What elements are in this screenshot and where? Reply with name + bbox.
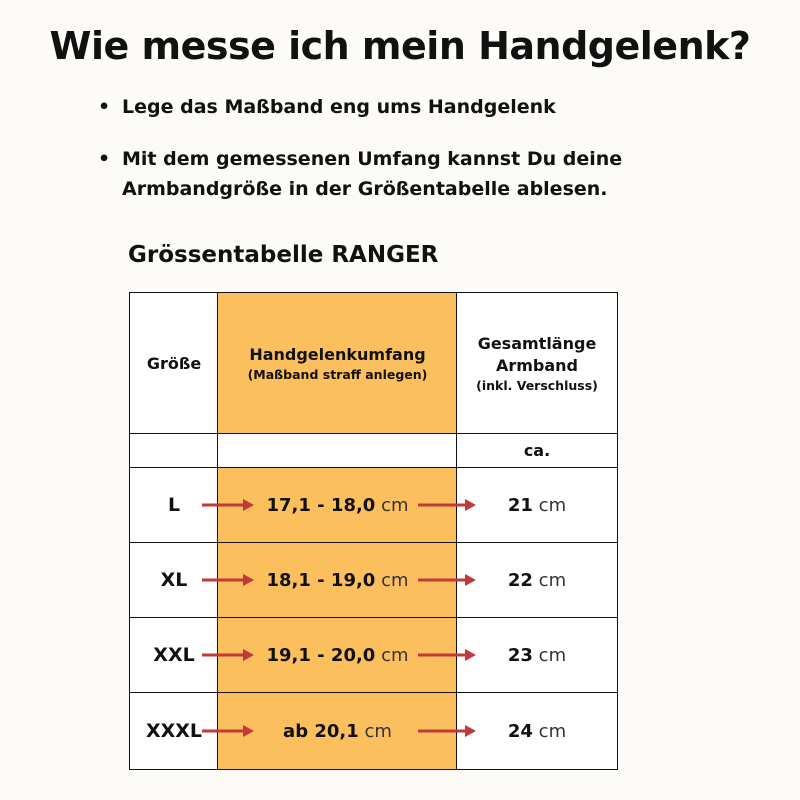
wrist-unit: cm (381, 644, 409, 666)
arrow-right-icon (418, 725, 476, 737)
length-unit: cm (538, 494, 567, 516)
subheader-wrist (217, 433, 458, 469)
size-table: Größe Handgelenkumfang (Maßband straff a… (129, 292, 618, 770)
header-wrist-note: (Maßband straff anlegen) (247, 366, 428, 382)
instruction-list: Lege das Maßband eng ums Handgelenk Mit … (98, 92, 738, 226)
arrow-right-icon (418, 499, 476, 511)
header-size-label: Größe (146, 353, 202, 373)
wrist-value: ab 20,1 (283, 720, 359, 742)
arrow-right-icon (202, 499, 254, 511)
arrow-right-icon (202, 574, 254, 586)
length-value: 22 (507, 569, 533, 591)
length-cell: 21 cm (456, 467, 618, 543)
wrist-unit: cm (364, 720, 392, 742)
wrist-cell: 18,1 - 19,0 cm (217, 542, 458, 618)
wrist-value: 18,1 - 19,0 (266, 569, 376, 591)
arrow-right-icon (418, 574, 476, 586)
size-label: L (167, 494, 181, 516)
arrow-right-icon (202, 649, 254, 661)
wrist-value: 19,1 - 20,0 (266, 644, 376, 666)
header-length-label: Gesamtlänge Armband (477, 333, 597, 375)
header-length: Gesamtlänge Armband (inkl. Verschluss) (456, 292, 618, 435)
size-label: XL (160, 569, 188, 591)
arrow-right-icon (418, 649, 476, 661)
arrow-right-icon (202, 725, 254, 737)
wrist-unit: cm (381, 494, 409, 516)
length-cell: 22 cm (456, 542, 618, 618)
size-cell: XXL (129, 617, 219, 693)
header-size: Größe (129, 292, 219, 435)
size-label: XXXL (145, 720, 203, 742)
size-label: XXL (153, 644, 195, 666)
header-wrist: Handgelenkumfang (Maßband straff anlegen… (217, 292, 458, 435)
wrist-value: 17,1 - 18,0 (266, 494, 376, 516)
length-value: 21 (507, 494, 533, 516)
subheader-length-label: ca. (523, 441, 551, 460)
instruction-item: Lege das Maßband eng ums Handgelenk (98, 92, 738, 122)
subheader-size (129, 433, 219, 469)
page-title: Wie messe ich mein Handgelenk? (49, 24, 751, 68)
table-title: Grössentabelle RANGER (128, 242, 439, 268)
length-unit: cm (538, 644, 567, 666)
length-value: 24 (507, 720, 533, 742)
header-wrist-label: Handgelenkumfang (249, 344, 426, 364)
wrist-unit: cm (381, 569, 409, 591)
wrist-cell: ab 20,1 cm (217, 692, 458, 770)
wrist-cell: 17,1 - 18,0 cm (217, 467, 458, 543)
subheader-length: ca. (456, 433, 618, 469)
length-value: 23 (507, 644, 533, 666)
header-length-note: (inkl. Verschluss) (476, 377, 598, 393)
length-cell: 23 cm (456, 617, 618, 693)
length-unit: cm (538, 720, 567, 742)
length-cell: 24 cm (456, 692, 618, 770)
instruction-item: Mit dem gemessenen Umfang kannst Du dein… (98, 144, 738, 204)
length-unit: cm (538, 569, 567, 591)
